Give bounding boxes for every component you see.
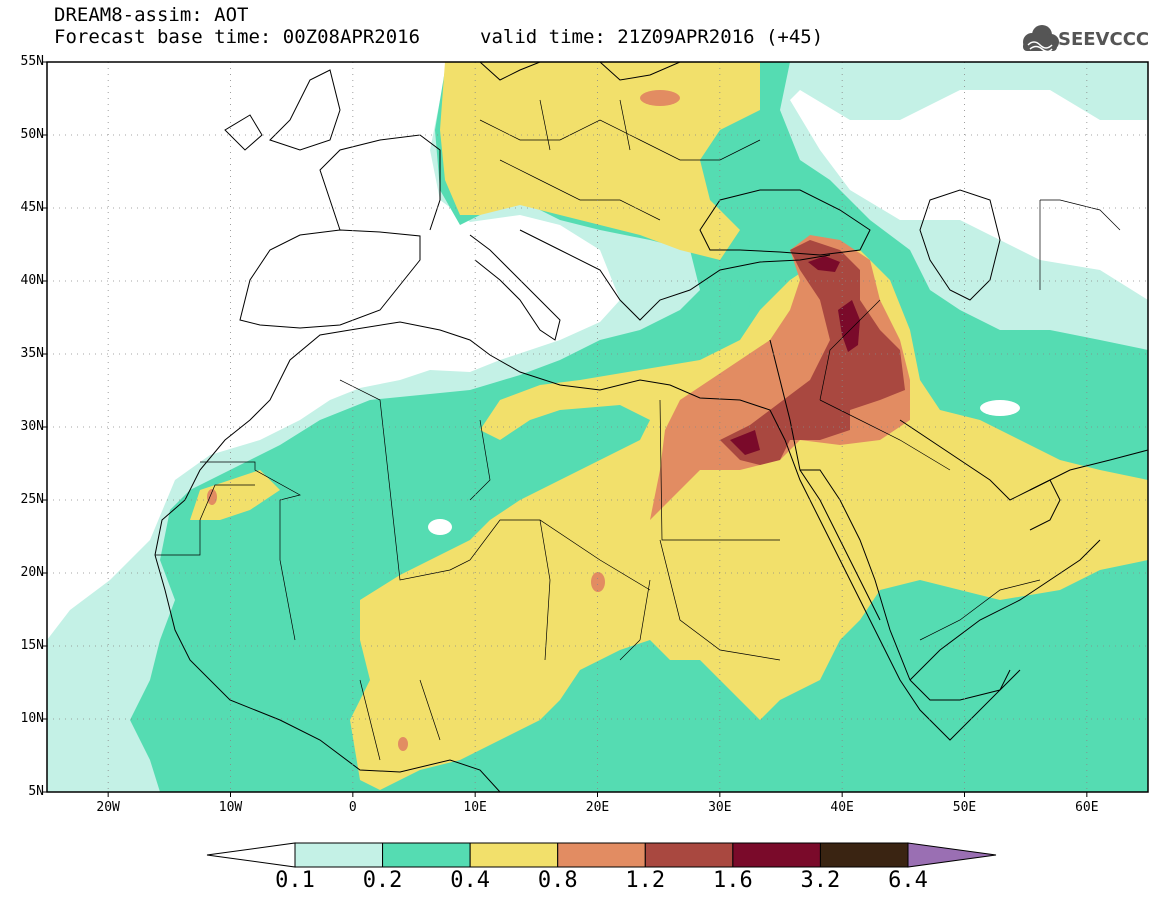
aot-band-1-6-turkey [808,256,840,272]
forecast-base-time: Forecast base time: 00Z08APR2016 [54,26,421,48]
valid-time: valid time: 21Z09APR2016 (+45) [480,26,824,48]
aot-band-0-8-mauritania [207,489,217,505]
map-title: DREAM8-assim: AOT [54,4,249,26]
lon-tick-label: 20W [96,800,120,815]
lon-tick-label: 10W [218,800,243,815]
lon-tick-label: 40E [830,800,854,815]
lat-tick-label: 45N [20,200,44,215]
coastlines [154,62,1148,792]
colorbar-tick-label: 0.4 [450,868,491,893]
lon-tick-label: 50E [952,800,977,815]
colorbar-tick-label: 1.6 [712,868,753,893]
lat-tick-label: 20N [20,565,44,580]
cloud-logo-icon [1023,25,1059,53]
colorbar-tick-label: 0.2 [362,868,403,893]
aot-clear-patch [730,288,750,316]
aot-band-1-6-iraq [838,300,860,352]
aot-band-0-4-west [190,470,280,520]
lat-tick-label: 5N [28,784,44,799]
aot-band-0-8-libya [591,572,605,592]
aot-band-1-2 [720,240,905,465]
lon-tick-label: 20E [585,800,610,815]
aot-band-0-8-westafrica [398,737,408,751]
lon-tick-label: 30E [708,800,732,815]
lat-tick-label: 25N [20,492,44,507]
lat-tick-label: 55N [20,54,44,69]
aot-clear-patch [980,400,1020,416]
logo-text: SEEVCCC [1058,29,1150,50]
colorbar-tick-label: 1.2 [625,868,666,893]
lon-tick-label: 0 [348,800,357,815]
lat-tick-label: 15N [20,638,44,653]
lat-tick-label: 30N [20,419,44,434]
aot-clear-patch [428,519,452,535]
aot-band-1-6-sinai [730,430,760,455]
country-borders [155,99,1121,761]
lon-tick-label: 10E [463,800,487,815]
aot-band-0-8-poland [640,90,680,106]
colorbar-tick-label: 0.8 [537,868,578,893]
lat-tick-label: 40N [20,273,44,288]
aot-band-0-4-europe [440,62,760,260]
aot-band-0-4-arabia [980,480,1148,590]
colorbar-tick-label: 6.4 [888,868,928,893]
lat-tick-label: 50N [20,127,44,142]
lat-tick-label: 35N [20,346,44,361]
lat-tick-label: 10N [20,711,44,726]
colorbar-tick-label: 3.2 [800,868,841,893]
aot-shading [47,62,1148,792]
lon-tick-label: 60E [1075,800,1099,815]
colorbar-tick-label: 0.1 [275,868,315,893]
aot-band-0-4 [350,250,1148,790]
